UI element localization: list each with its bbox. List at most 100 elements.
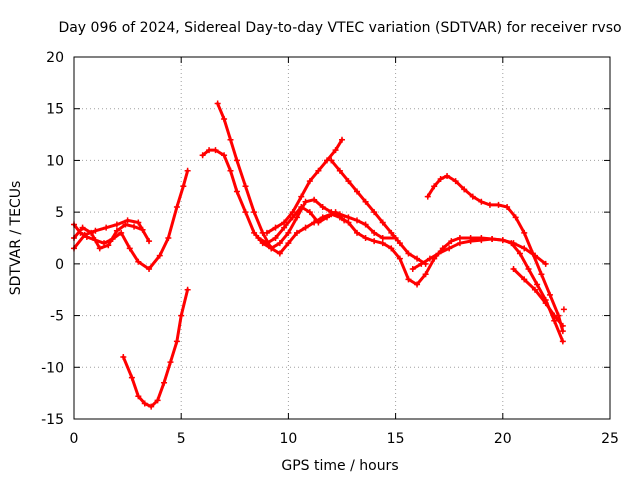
series-track-b [71,217,153,252]
series-line [265,138,344,235]
data-point-marker [154,397,161,404]
data-point-marker [456,240,463,247]
series-track-f [214,100,566,345]
data-point-marker [233,157,240,164]
data-point-marker [293,229,300,236]
data-point-marker [414,255,421,262]
data-point-marker [113,221,120,228]
series-track-m [560,306,567,313]
chart-title: Day 096 of 2024, Sidereal Day-to-day VTE… [58,20,621,36]
data-point-marker [521,276,528,283]
data-point-marker [214,100,221,107]
data-point-marker [128,374,135,381]
data-point-marker [332,147,339,154]
y-axis-label: SDTVAR / TECUs [8,181,24,296]
data-point-marker [178,312,185,319]
data-point-marker [510,240,517,247]
data-point-marker [167,359,174,366]
data-point-marker [315,219,322,226]
data-point-marker [272,235,279,241]
data-point-marker [120,353,127,360]
data-point-marker [227,167,234,174]
data-point-marker [88,229,95,236]
data-point-marker [298,203,305,210]
data-point-marker [276,240,283,247]
x-tick-label: 10 [279,431,297,447]
y-tick-label: -10 [41,360,64,376]
y-tick-label: 20 [46,50,64,66]
x-axis-label: GPS time / hours [281,458,398,474]
data-point-marker [161,379,168,386]
data-point-marker [379,240,386,247]
data-point-marker [332,209,339,216]
data-point-marker [306,178,313,185]
series-track-l [510,266,566,329]
data-point-marker [424,193,431,200]
data-point-marker [345,214,352,221]
data-point-marker [251,209,258,216]
data-point-marker [551,317,558,324]
data-point-marker [199,152,206,159]
data-point-marker [504,203,511,210]
data-point-marker [242,209,249,216]
data-point-marker [538,271,545,278]
data-point-marker [146,238,153,245]
data-point-marker [371,229,378,236]
data-point-marker [452,178,459,185]
data-point-marker [531,286,538,293]
data-point-marker [135,219,142,226]
data-point-marker [336,167,343,174]
grid-layer [74,57,610,419]
series-track-e [199,147,399,252]
data-point-marker [81,231,88,238]
x-tick-label: 5 [177,431,186,447]
data-point-marker [489,236,496,243]
data-point-marker [478,237,485,244]
y-tick-label: 10 [46,153,64,169]
data-point-marker [405,276,412,283]
data-point-marker [146,266,153,273]
x-tick-label: 0 [70,431,79,447]
data-point-marker [469,193,476,200]
data-point-marker [388,229,395,236]
data-point-marker [461,186,468,193]
x-tick-label: 20 [494,431,512,447]
data-point-marker [388,245,395,252]
data-point-marker [456,235,463,241]
series-line [426,174,565,333]
data-point-marker [499,237,506,244]
data-point-marker [379,219,386,226]
data-point-marker [103,224,110,231]
series-track-a [71,167,191,273]
data-point-marker [156,252,163,259]
data-point-marker [126,245,133,252]
data-point-marker [306,209,313,216]
data-point-marker [371,209,378,216]
data-point-marker [302,198,309,205]
data-point-marker [409,266,416,273]
data-point-marker [141,400,148,407]
data-point-marker [467,238,474,245]
data-point-marker [560,306,567,313]
data-point-marker [414,281,421,288]
data-point-marker [173,203,180,210]
data-point-marker [435,250,442,257]
data-point-marker [534,281,541,288]
data-point-marker [354,188,361,195]
y-tick-label: -5 [50,309,64,325]
data-point-marker [362,198,369,205]
data-point-marker [122,221,129,228]
data-point-marker [345,219,352,226]
data-point-marker [263,240,270,247]
data-point-marker [251,229,258,236]
data-point-marker [371,238,378,245]
data-point-marker [510,266,517,273]
data-point-marker [242,183,249,190]
series-track-i [255,203,348,247]
data-point-marker [173,338,180,345]
data-point-marker [255,235,262,241]
data-point-marker [221,152,228,159]
data-point-marker [354,217,361,224]
data-point-marker [396,240,403,247]
